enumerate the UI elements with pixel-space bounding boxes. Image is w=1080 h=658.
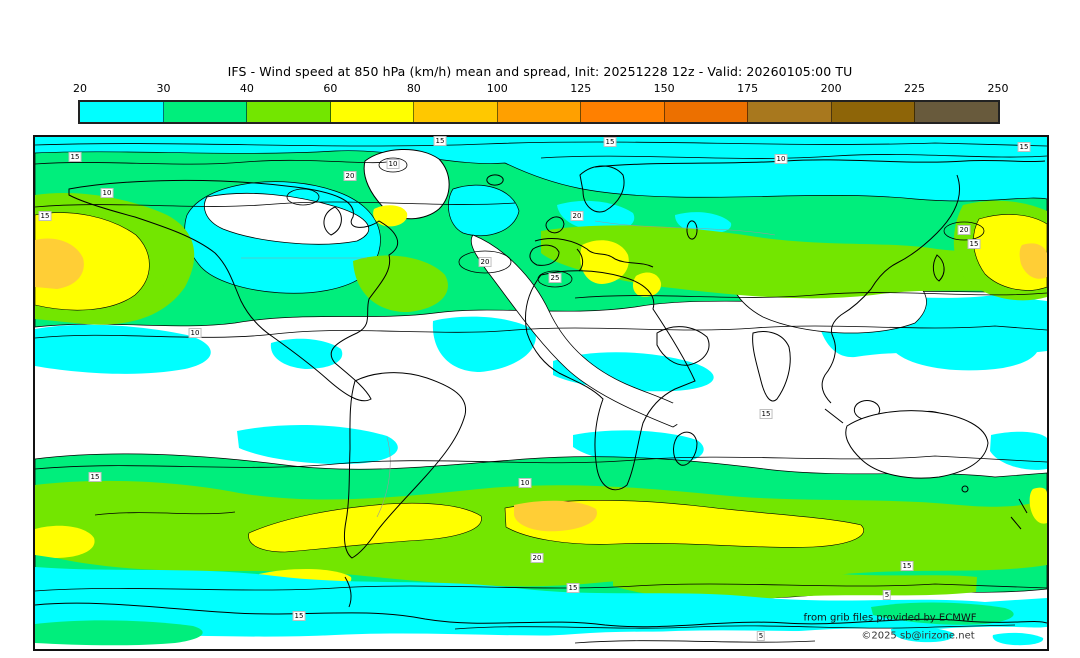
antarctic-cyan-patch-2 (992, 632, 1044, 646)
siberia-north-coast (594, 159, 1046, 168)
indian-high-white (670, 395, 858, 440)
colorbar-tick-label: 125 (570, 82, 592, 95)
colorbar-ticks: 20 30 40 60 80 100 125 150 175 200 225 250 (73, 82, 1009, 96)
labrador-yellow-spot (373, 205, 408, 227)
new-zealand-coast (1010, 498, 1028, 530)
north-atlantic-cyan-blob (448, 184, 520, 237)
colorbar-tick-label: 60 (323, 82, 338, 95)
colorbar-segment-20-30 (80, 102, 164, 122)
colorbar-tick-label: 20 (73, 82, 87, 95)
britain-coast (545, 216, 565, 234)
europe-yellow-spot (580, 240, 629, 284)
antarctic-green-strip-left (35, 620, 203, 646)
colorbar-segment-100-125 (497, 102, 582, 122)
greenland-white (363, 149, 450, 220)
south-pacific-yellow (35, 525, 95, 558)
colorbar-tick-label: 150 (653, 82, 675, 95)
southern-gold-core (514, 500, 597, 532)
italy-coast (576, 248, 584, 272)
asia-yellow-spot (632, 272, 662, 297)
sumatra-coast (824, 408, 844, 424)
iberia-coast (529, 244, 560, 266)
south-atlantic-cyan (237, 424, 398, 465)
hudson-bay-coast (323, 206, 342, 236)
political-borders (241, 220, 776, 518)
west-pacific-cyan (893, 325, 1039, 371)
iceland-coast (486, 174, 504, 186)
south-atlantic-yellow-jet (248, 502, 482, 553)
right-edge-yellow (1029, 487, 1047, 524)
colorbar-segment-175-200 (748, 102, 832, 122)
south-pacific-high-white (35, 390, 241, 433)
borneo-coast (853, 400, 881, 420)
antarctic-cyan-patch-1 (891, 626, 954, 643)
attribution-ecmwf: from grib files provided by ECMWF (803, 612, 977, 624)
arabia-coast (656, 326, 710, 366)
south-atlantic-high-white (363, 394, 471, 432)
mediterranean-coast (534, 238, 654, 268)
colorbar-segment-80-100 (414, 102, 498, 122)
madagascar-coast (673, 431, 698, 466)
tasman-cyan (990, 431, 1047, 470)
east-asia-coast (821, 174, 961, 404)
eurasia-yellowgreen-band (541, 225, 1047, 299)
colorbar-tick-label: 250 (987, 82, 1009, 95)
colorbar-segment-200-225 (831, 102, 916, 122)
india-coast (752, 331, 791, 402)
colorbar-tick-label: 30 (156, 82, 171, 95)
colorbar-tick-label: 175 (737, 82, 759, 95)
colorbar-tick-label: 200 (820, 82, 842, 95)
atlantic-gold-core (1019, 243, 1047, 279)
north-america-coast (68, 179, 399, 402)
japan-coast (932, 254, 945, 282)
caribbean-cyan (270, 338, 343, 369)
caspian-coast (686, 220, 698, 240)
colorbar-segment-225-250 (915, 102, 999, 122)
newfoundland-yellowgreen (353, 255, 448, 313)
attribution-copyright: ©2025 sb@irizone.net (861, 630, 975, 642)
tasmania-coast (961, 485, 969, 493)
spread-contour-lines (35, 141, 1047, 644)
colorbar-segment-150-175 (664, 102, 749, 122)
colorbar-tick-label: 40 (239, 82, 254, 95)
antarctica-white (35, 626, 1047, 649)
south-america-coast (343, 372, 467, 559)
coastlines (35, 159, 1047, 628)
antarctic-cyan-band (35, 567, 1047, 638)
colorbar-segment-40-60 (247, 102, 331, 122)
australia-coast (845, 410, 989, 479)
colorbar-tick-label: 80 (406, 82, 421, 95)
colorbar-tick-label: 225 (904, 82, 926, 95)
colorbar-segment-30-40 (163, 102, 248, 122)
pacific-gold-core (35, 238, 84, 289)
colorbar-segment-60-80 (330, 102, 415, 122)
colorbar-tick-label: 100 (486, 82, 508, 95)
cordillera-white-band (470, 234, 690, 428)
world-wind-map: 15 10 15 20 10 15 15 10 15 20 15 20 25 20 10 10 20 15 15 15… (33, 135, 1049, 651)
colorbar (78, 100, 1000, 124)
chart-title: IFS - Wind speed at 850 hPa (km/h) mean … (227, 64, 853, 79)
africa-coast (525, 270, 696, 491)
antarctica-coast (35, 602, 1047, 628)
antarctic-peninsula-coast (344, 576, 352, 608)
wind-speed-map-svg (35, 137, 1047, 649)
colorbar-segment-125-150 (581, 102, 665, 122)
